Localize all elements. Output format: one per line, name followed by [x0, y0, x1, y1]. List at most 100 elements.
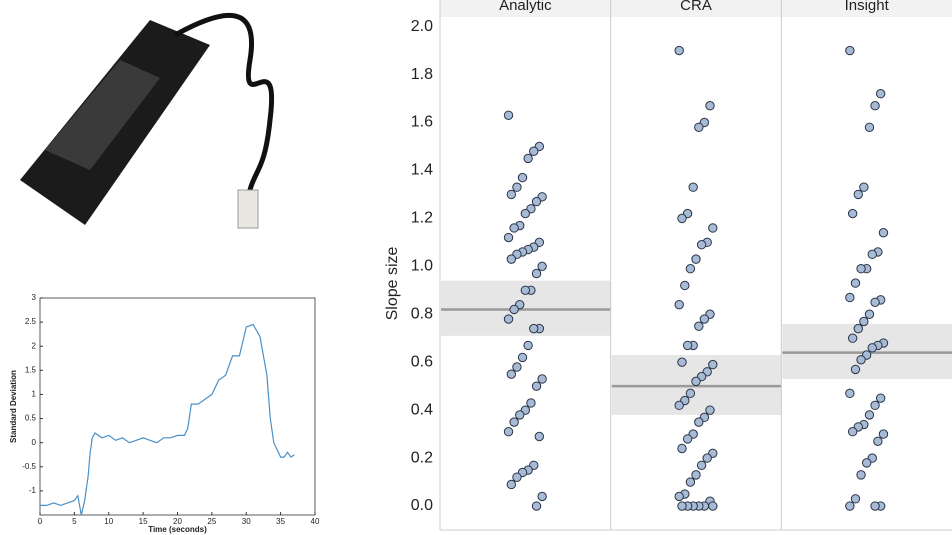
data-point	[682, 340, 693, 351]
data-point	[853, 323, 863, 334]
data-point	[526, 398, 536, 408]
data-point	[517, 352, 528, 363]
data-point	[688, 182, 698, 192]
data-point	[674, 400, 684, 411]
data-point	[850, 494, 861, 504]
x-tick-label: 10	[104, 517, 113, 526]
data-point	[870, 100, 880, 111]
y-tick-label: 0.4	[411, 401, 433, 418]
x-tick-label: 40	[311, 517, 320, 526]
y-tick-label: 3	[32, 293, 37, 302]
data-point	[503, 110, 514, 120]
y-tick-label: 1.4	[411, 162, 433, 179]
data-point	[503, 232, 514, 243]
data-point	[691, 254, 701, 264]
cable	[173, 12, 275, 191]
data-point	[531, 501, 542, 511]
data-point	[696, 240, 707, 250]
data-point	[537, 261, 547, 272]
data-point	[509, 223, 519, 233]
data-point	[870, 501, 880, 511]
y-tick-label: 1.8	[411, 66, 433, 83]
data-point	[847, 333, 858, 343]
y-tick-label: 1.2	[411, 210, 433, 227]
panel-title: Analytic	[499, 0, 552, 14]
data-point	[864, 122, 875, 132]
y-axis-label: Slope size	[384, 246, 401, 320]
data-point	[845, 388, 855, 399]
data-point	[517, 172, 528, 183]
data-point	[503, 427, 514, 437]
data-point	[506, 479, 517, 490]
panel-title: CRA	[680, 0, 712, 14]
data-point	[847, 427, 858, 437]
y-tick-label: 1.6	[411, 114, 433, 131]
data-point	[674, 45, 684, 56]
data-point	[853, 189, 863, 200]
data-point	[845, 292, 855, 303]
data-point	[523, 340, 533, 351]
data-point	[859, 316, 869, 327]
data-point	[523, 153, 533, 164]
device-grip	[45, 60, 160, 170]
data-point	[708, 501, 718, 511]
data-point	[531, 381, 542, 391]
data-point	[529, 323, 539, 334]
data-point	[691, 376, 701, 387]
plug	[237, 189, 259, 229]
x-tick-label: 35	[276, 517, 285, 526]
line-chart: 0 5 10 15 20 25 30 35 40 -1 -0.5 0 0.5 1 1.5 2 2.5 3 Time …	[9, 293, 320, 534]
data-point	[691, 470, 701, 480]
data-point	[506, 254, 517, 264]
data-point	[875, 393, 886, 403]
data-point	[856, 470, 866, 480]
data-point	[694, 417, 704, 427]
y-tick-label: 1.5	[25, 365, 37, 374]
dynamometer-photo	[20, 12, 275, 229]
data-point	[531, 268, 542, 279]
data-line	[40, 323, 295, 516]
data-point	[878, 228, 889, 238]
data-point	[515, 410, 525, 420]
data-point	[677, 357, 687, 367]
y-tick-label: 0.2	[411, 449, 433, 466]
data-point	[685, 477, 696, 487]
x-tick-label: 25	[207, 517, 216, 526]
y-axis-label: Standard Deviation	[9, 370, 18, 443]
x-tick-label: 20	[173, 517, 182, 526]
data-point	[870, 400, 880, 411]
y-tick-label: 2.5	[25, 317, 37, 326]
data-point	[873, 436, 883, 447]
data-point	[509, 304, 519, 315]
data-point	[864, 410, 875, 420]
data-point	[845, 45, 855, 56]
data-point	[682, 434, 693, 444]
data-point	[870, 297, 880, 307]
data-point	[856, 355, 866, 365]
data-point	[529, 146, 539, 156]
data-point	[520, 285, 531, 295]
y-tick-label: -0.5	[22, 462, 36, 471]
data-point	[685, 264, 696, 274]
x-tick-label: 0	[38, 517, 43, 526]
y-tick-label: 0.0	[411, 497, 433, 514]
y-tick-label: 0.5	[25, 414, 37, 423]
x-tick-label: 15	[139, 517, 148, 526]
data-point	[506, 189, 517, 200]
data-point	[845, 501, 855, 511]
data-point	[708, 223, 718, 233]
y-tick-label: 2.0	[411, 18, 433, 35]
header-bar	[440, 0, 952, 17]
data-point	[506, 369, 517, 379]
panel-title: Insight	[845, 0, 890, 14]
data-point	[680, 280, 690, 291]
data-point	[878, 429, 889, 439]
data-point	[677, 213, 687, 224]
y-tick-label: 0	[32, 438, 37, 447]
plot-frame	[39, 297, 316, 516]
x-tick-label: 30	[242, 517, 251, 526]
y-tick-label: 2	[32, 341, 37, 350]
data-point	[677, 501, 687, 511]
y-tick-label: -1	[29, 486, 37, 495]
